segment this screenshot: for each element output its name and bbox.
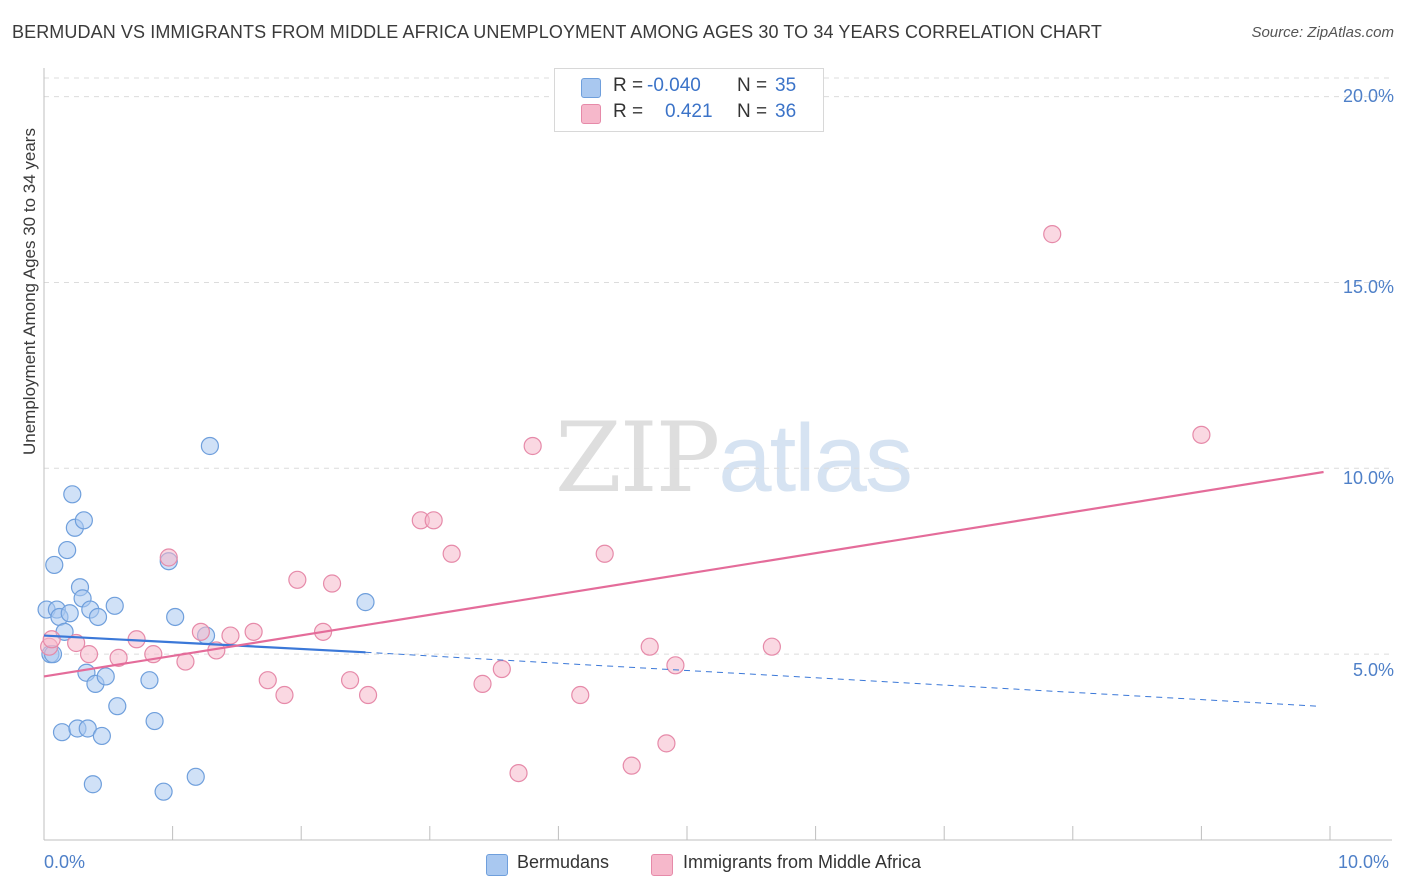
- middle-africa-point: [424, 511, 443, 530]
- x-tick-label: 10.0%: [1338, 852, 1390, 872]
- bermudans-point: [63, 485, 82, 504]
- middle-africa-point: [275, 685, 294, 705]
- middle-africa-point: [762, 637, 781, 656]
- middle-africa-point: [322, 574, 342, 593]
- bermudans-point: [145, 711, 164, 731]
- bermudans-trendline: [43, 634, 366, 654]
- bermudans-point: [96, 667, 115, 686]
- bermudans-point: [78, 719, 97, 738]
- legend-bermudans-label: Bermudans: [517, 852, 610, 872]
- middle-africa-point: [492, 659, 511, 679]
- middle-africa-point: [258, 671, 277, 690]
- source-label: Source: ZipAtlas.com: [1251, 24, 1394, 41]
- legend-n-value: 36: [775, 101, 797, 122]
- middle-africa-point: [622, 756, 641, 775]
- legend-n-value: 35: [775, 75, 797, 96]
- legend-bermudans-swatch: [486, 854, 508, 876]
- middle-africa-point: [244, 622, 263, 641]
- middle-africa-point: [473, 674, 492, 693]
- middle-africa-point: [42, 630, 61, 649]
- legend-middle-africa-swatch: [651, 854, 673, 876]
- middle-africa-point: [442, 544, 461, 563]
- y-tick-label: 10.0%: [1342, 468, 1394, 488]
- middle-africa-point: [340, 671, 360, 690]
- legend-swatch-pink: [581, 104, 601, 124]
- legend-r-value: -0.040: [647, 75, 701, 96]
- watermark: ZIPatlas: [555, 402, 913, 514]
- watermark-zip: ZIP: [555, 402, 720, 514]
- trend-layer: [43, 470, 1324, 707]
- legend-middle-africa-label: Immigrants from Middle Africa: [683, 852, 922, 872]
- bermudans-point: [108, 697, 127, 716]
- bermudans-point: [140, 671, 159, 690]
- middle-africa-trendline: [43, 470, 1324, 678]
- y-axis-label: Unemployment Among Ages 30 to 34 years: [20, 128, 39, 455]
- x-tick-label: 0.0%: [44, 852, 86, 872]
- bermudans-point: [52, 723, 72, 742]
- middle-africa-point: [79, 645, 99, 664]
- middle-africa-point: [159, 548, 178, 567]
- middle-africa-point: [595, 544, 614, 563]
- bermudans-point: [83, 775, 102, 794]
- bermudans-point: [200, 436, 219, 456]
- bermudans-point: [186, 767, 205, 786]
- legend-r-label: R =: [613, 101, 644, 122]
- middle-africa-point: [509, 763, 528, 783]
- axis-layer: [43, 68, 1392, 841]
- middle-africa-point: [666, 656, 685, 675]
- middle-africa-point: [1043, 225, 1062, 244]
- bermudans-point: [356, 593, 375, 612]
- middle-africa-point: [191, 622, 210, 641]
- middle-africa-point: [67, 633, 86, 653]
- y-tick-label: 20.0%: [1342, 86, 1394, 106]
- middle-africa-point: [657, 734, 676, 753]
- chart-title: BERMUDAN VS IMMIGRANTS FROM MIDDLE AFRIC…: [12, 22, 1103, 42]
- y-tick-label: 15.0%: [1342, 277, 1394, 297]
- middle-africa-point: [523, 436, 542, 456]
- bermudans-point: [154, 782, 173, 801]
- middle-africa-point: [571, 685, 590, 705]
- middle-africa-point: [288, 570, 307, 589]
- middle-africa-point: [1192, 425, 1211, 444]
- bermudans-point: [166, 607, 185, 627]
- legend-n-label: N =: [737, 101, 768, 122]
- bermudans-point: [92, 726, 111, 746]
- bermudans-point: [58, 540, 77, 560]
- y-tick-label: 5.0%: [1352, 660, 1394, 680]
- bermudans-point: [74, 511, 93, 530]
- bermudans-trendline-extension: [365, 651, 1318, 707]
- legend-n-label: N =: [737, 75, 768, 96]
- bermudans-point: [105, 596, 124, 615]
- watermark-atlas: atlas: [718, 405, 913, 512]
- bermudans-point: [45, 555, 64, 575]
- bermudans-point: [88, 607, 108, 627]
- legend-r-value: 0.421: [665, 101, 713, 122]
- middle-africa-point: [358, 685, 378, 705]
- middle-africa-point: [640, 637, 659, 656]
- correlation-legend: R = -0.040 N = 35 R = 0.421 N = 36: [554, 68, 824, 132]
- legend-r-label: R =: [613, 75, 644, 96]
- legend-row-bermudans: R = -0.040 N = 35: [555, 75, 823, 101]
- legend-swatch-blue: [581, 78, 601, 98]
- legend-row-middle-africa: R = 0.421 N = 36: [555, 101, 823, 127]
- middle-africa-point: [109, 648, 128, 667]
- middle-africa-point: [221, 626, 240, 645]
- bermudans-point: [60, 604, 79, 623]
- point-layer: [37, 225, 1211, 801]
